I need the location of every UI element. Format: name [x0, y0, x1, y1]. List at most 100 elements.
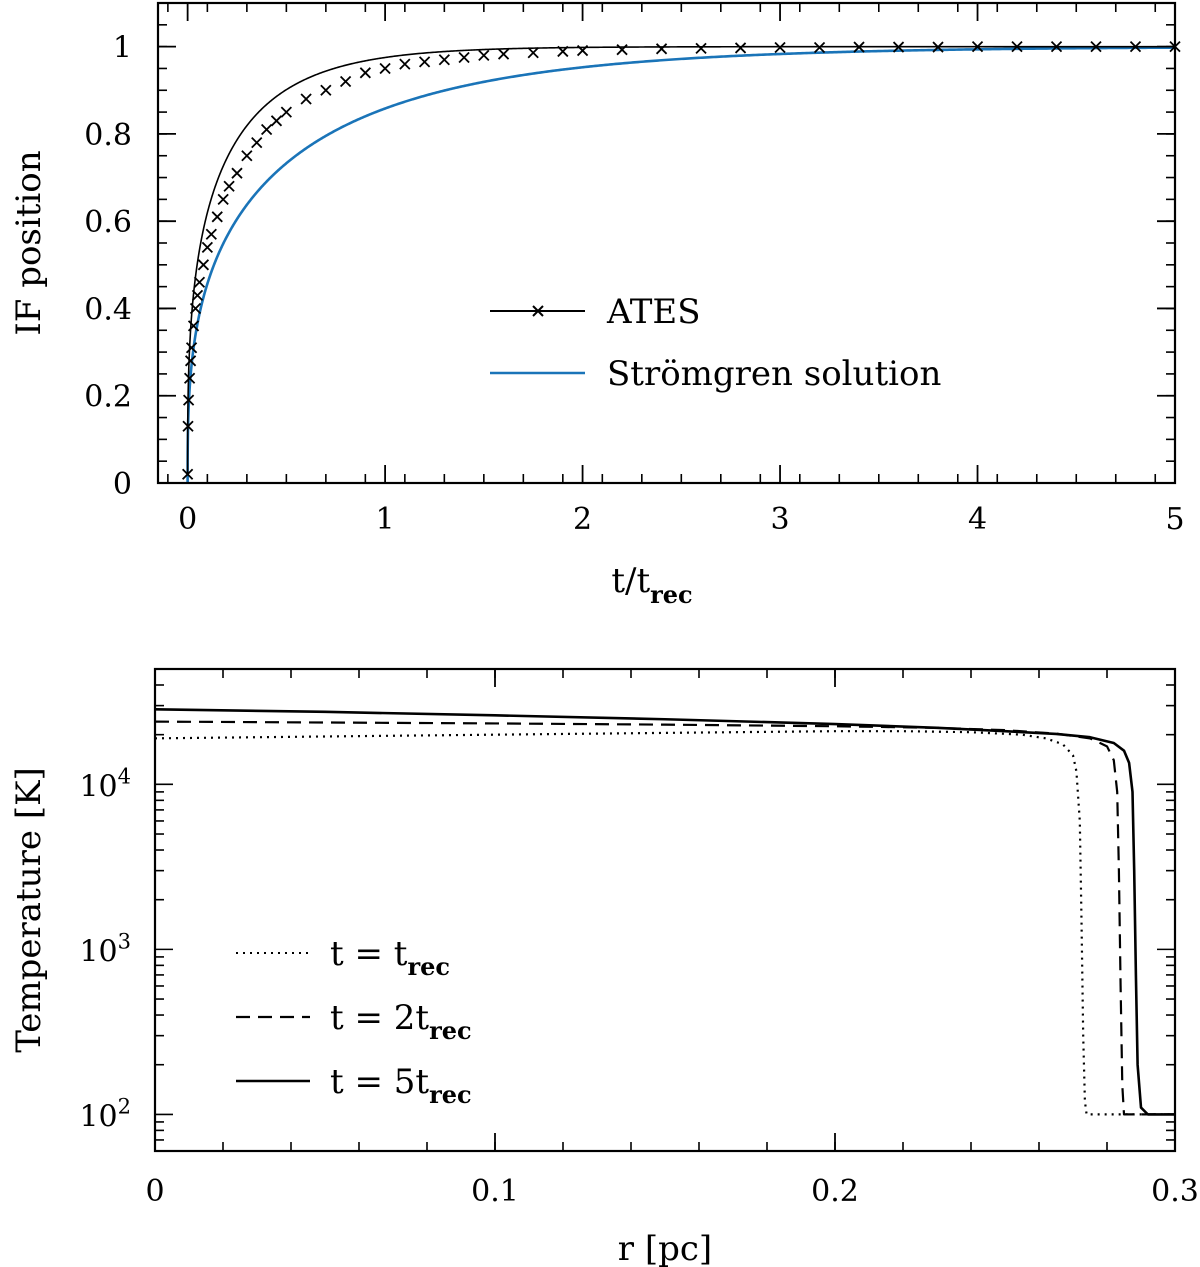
- legend-label-t2: t = 2trec: [330, 998, 472, 1045]
- ates-marker: [320, 84, 332, 96]
- temperature-line-t1: [154, 730, 1175, 1116]
- ates-marker: [359, 67, 371, 79]
- bottom-y-axis-title: Temperature [K]: [9, 767, 49, 1052]
- top-x-tick-label: 5: [1165, 502, 1184, 537]
- ates-marker: [813, 41, 826, 54]
- ates-marker: [616, 44, 628, 56]
- ates-marker: [527, 47, 539, 59]
- legend-label-stromgren: Strömgren solution: [607, 354, 941, 394]
- ates-line: [186, 45, 1175, 475]
- ates-marker: [734, 42, 747, 54]
- bottom-x-tick-label: 0.2: [811, 1174, 859, 1209]
- top-tick-labels: 0 1 2 3 4 5 0 0.2 0.4 0.6 0.8 1: [84, 31, 1184, 537]
- top-y-tick-label: 0.2: [84, 380, 132, 415]
- ates-marker: [339, 75, 352, 88]
- bottom-x-tick-label: 0: [145, 1174, 164, 1209]
- temperature-line-t5: [154, 707, 1175, 1116]
- bottom-y-tick-label-exponent: 3: [118, 929, 131, 953]
- top-x-tick-label: 3: [771, 502, 790, 537]
- top-legend: ATES Strömgren solution: [490, 292, 941, 394]
- legend-label-t5: t = 5trec: [330, 1062, 472, 1109]
- temperature-line-t2: [154, 720, 1175, 1116]
- legend-marker-ates: [532, 305, 544, 317]
- ates-marker: [774, 41, 786, 54]
- ates-marker: [438, 54, 450, 66]
- bottom-y-tick-label-exponent: 2: [118, 1094, 131, 1118]
- ates-marker: [1129, 41, 1142, 53]
- ates-marker: [576, 44, 589, 57]
- ates-marker: [189, 302, 202, 315]
- ates-marker: [300, 93, 312, 105]
- legend-label-t1: t = trec: [330, 934, 450, 981]
- legend-label-t2-sub: rec: [429, 1016, 472, 1045]
- top-x-tick-label: 1: [376, 502, 395, 537]
- ates-marker: [280, 106, 292, 118]
- ates-marker: [217, 193, 229, 206]
- top-y-axis-title: IF position: [9, 150, 49, 335]
- top-y-tick-label: 0.4: [84, 292, 132, 327]
- ates-marker: [251, 136, 263, 149]
- ates-marker: [181, 468, 194, 480]
- ates-marker: [223, 180, 235, 192]
- ates-marker: [655, 43, 668, 55]
- ates-marker: [184, 355, 197, 367]
- ates-marker: [971, 41, 984, 53]
- bottom-y-tick-label-exponent: 4: [118, 764, 131, 788]
- ates-marker: [187, 320, 200, 332]
- legend-label-t1-sub: rec: [407, 952, 450, 981]
- ates-marker: [270, 115, 283, 127]
- ates-marker: [182, 394, 195, 406]
- bottom-y-tick-label: 104: [79, 764, 131, 804]
- bottom-y-tick-label-base: 10: [79, 1099, 117, 1134]
- ates-marker: [853, 41, 865, 53]
- bottom-y-tick-label-base: 10: [79, 934, 117, 969]
- bottom-y-tick-label: 103: [79, 929, 131, 969]
- bottom-curves: [154, 707, 1175, 1116]
- ates-marker: [211, 211, 223, 223]
- bottom-x-tick-label: 0.1: [471, 1174, 519, 1209]
- ates-marker: [193, 276, 206, 288]
- top-x-tick-label: 4: [968, 502, 987, 537]
- bottom-y-tick-label: 102: [79, 1094, 131, 1134]
- legend-label-ates: ATES: [606, 292, 700, 332]
- top-x-axis-title-sub: rec: [650, 580, 693, 609]
- top-x-axis-title: t/trec: [611, 561, 692, 609]
- top-plot-frame: [156, 1, 1177, 485]
- ates-marker: [231, 167, 243, 179]
- bottom-ticks: [154, 668, 1176, 1152]
- ates-marker: [182, 420, 194, 432]
- bottom-y-tick-label-base: 10: [79, 769, 117, 804]
- top-curves: [181, 41, 1181, 483]
- ates-marker: [183, 372, 196, 384]
- ates-marker: [185, 342, 198, 354]
- ates-marker: [205, 228, 217, 240]
- ates-marker: [379, 62, 391, 75]
- ates-marker: [557, 45, 569, 58]
- top-ticks: [158, 2, 1176, 484]
- ates-marker: [478, 49, 490, 61]
- stromgren-line: [186, 46, 1176, 483]
- bottom-legend: t = trec t = 2trec t = 5trec: [236, 934, 472, 1109]
- ates-marker: [932, 41, 944, 53]
- bottom-plot-frame: [153, 667, 1177, 1153]
- ates-marker: [201, 241, 214, 254]
- ates-marker: [1090, 41, 1102, 53]
- ates-marker: [418, 56, 431, 68]
- top-x-tick-label: 0: [178, 502, 197, 537]
- legend-label-t5-sub: rec: [429, 1080, 472, 1109]
- ates-marker: [260, 123, 273, 136]
- ates-marker: [197, 259, 210, 271]
- ates-marker: [892, 41, 905, 53]
- ates-marker: [1011, 41, 1023, 53]
- if-position-chart: 0 1 2 3 4 500.20.40.60.81 t/trec IF position …: [9, 1, 1185, 609]
- ates-marker: [241, 150, 253, 162]
- ates-marker: [1050, 41, 1063, 53]
- top-x-tick-label: 2: [573, 502, 592, 537]
- ates-marker: [458, 51, 470, 64]
- top-y-tick-label: 1: [113, 31, 132, 66]
- ates-marker: [497, 48, 510, 60]
- top-y-tick-label: 0.6: [84, 205, 132, 240]
